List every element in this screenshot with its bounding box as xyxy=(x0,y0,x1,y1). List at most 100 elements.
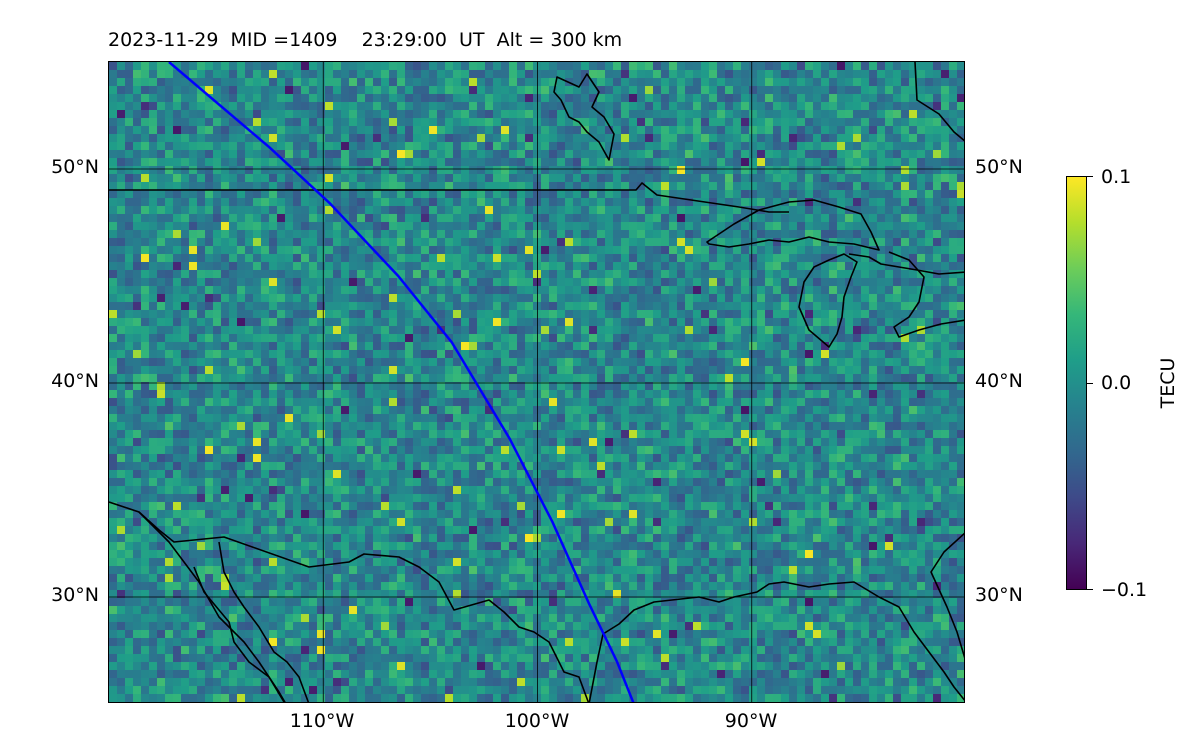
tec-cell xyxy=(189,310,197,318)
tec-cell xyxy=(205,254,213,262)
tec-cell xyxy=(493,182,501,190)
tec-cell xyxy=(893,278,901,286)
tec-cell xyxy=(309,326,317,334)
tec-cell xyxy=(621,334,629,342)
tec-cell xyxy=(637,62,645,70)
tec-cell xyxy=(173,278,181,286)
tec-cell xyxy=(509,238,517,246)
tec-cell xyxy=(117,422,125,430)
tec-cell xyxy=(429,86,437,94)
tec-cell xyxy=(133,166,141,174)
tec-cell xyxy=(581,142,589,150)
tec-cell xyxy=(885,278,893,286)
tec-cell xyxy=(125,294,133,302)
tec-cell xyxy=(909,110,917,118)
tec-cell xyxy=(869,246,877,254)
tec-cell xyxy=(597,246,605,254)
tec-cell xyxy=(109,326,117,334)
tec-cell xyxy=(373,326,381,334)
tec-cell xyxy=(661,182,669,190)
tec-cell xyxy=(421,358,429,366)
tec-cell xyxy=(421,246,429,254)
tec-cell xyxy=(333,142,341,150)
tec-cell xyxy=(501,374,509,382)
tec-cell xyxy=(709,134,717,142)
tec-cell xyxy=(733,238,741,246)
tec-cell xyxy=(141,358,149,366)
tec-cell xyxy=(613,86,621,94)
tec-cell xyxy=(653,334,661,342)
tec-cell xyxy=(605,86,613,94)
tec-cell xyxy=(653,262,661,270)
tec-cell xyxy=(949,406,957,414)
tec-cell xyxy=(621,350,629,358)
tec-cell xyxy=(477,150,485,158)
tec-cell xyxy=(669,382,677,390)
tec-cell xyxy=(221,126,229,134)
tec-cell xyxy=(781,222,789,230)
tec-cell xyxy=(317,246,325,254)
tec-cell xyxy=(133,326,141,334)
tec-cell xyxy=(197,414,205,422)
tec-cell xyxy=(381,390,389,398)
tec-cell xyxy=(813,270,821,278)
tec-cell xyxy=(173,118,181,126)
tec-cell xyxy=(133,430,141,438)
tec-cell xyxy=(925,406,933,414)
tec-cell xyxy=(765,206,773,214)
tec-cell xyxy=(661,254,669,262)
tec-cell xyxy=(677,78,685,86)
tec-cell xyxy=(813,142,821,150)
tec-cell xyxy=(501,254,509,262)
tec-cell xyxy=(253,102,261,110)
map-title: 2023-11-29 MID =1409 23:29:00 UT Alt = 3… xyxy=(108,29,623,51)
tec-cell xyxy=(469,334,477,342)
tec-cell xyxy=(781,342,789,350)
tec-cell xyxy=(445,86,453,94)
tec-cell xyxy=(341,78,349,86)
tec-cell xyxy=(845,390,853,398)
tec-cell xyxy=(845,238,853,246)
tec-cell xyxy=(653,406,661,414)
tec-cell xyxy=(237,134,245,142)
tec-cell xyxy=(117,150,125,158)
tec-cell xyxy=(189,422,197,430)
tec-cell xyxy=(669,158,677,166)
tec-cell xyxy=(365,174,373,182)
tec-cell xyxy=(629,190,637,198)
tec-cell xyxy=(357,374,365,382)
tec-cell xyxy=(237,398,245,406)
tec-cell xyxy=(445,206,453,214)
tec-cell xyxy=(141,118,149,126)
tec-cell xyxy=(573,150,581,158)
tec-cell xyxy=(461,254,469,262)
tec-cell xyxy=(637,206,645,214)
tec-cell xyxy=(677,70,685,78)
tec-cell xyxy=(261,390,269,398)
tec-cell xyxy=(805,86,813,94)
tec-cell xyxy=(453,350,461,358)
tec-cell xyxy=(821,246,829,254)
tec-cell xyxy=(837,110,845,118)
tec-cell xyxy=(349,350,357,358)
tec-cell xyxy=(861,78,869,86)
tec-cell xyxy=(501,230,509,238)
tec-cell xyxy=(133,358,141,366)
tec-cell xyxy=(157,350,165,358)
tec-cell xyxy=(805,318,813,326)
tec-cell xyxy=(333,118,341,126)
tec-cell xyxy=(861,166,869,174)
tec-cell xyxy=(357,318,365,326)
tec-cell xyxy=(685,174,693,182)
tec-cell xyxy=(877,190,885,198)
tec-cell xyxy=(269,342,277,350)
tec-cell xyxy=(301,414,309,422)
tec-cell xyxy=(549,286,557,294)
tec-cell xyxy=(125,198,133,206)
tec-cell xyxy=(309,94,317,102)
tec-cell xyxy=(381,126,389,134)
tec-cell xyxy=(437,406,445,414)
tec-cell xyxy=(637,150,645,158)
tec-cell xyxy=(645,190,653,198)
tec-cell xyxy=(917,126,925,134)
